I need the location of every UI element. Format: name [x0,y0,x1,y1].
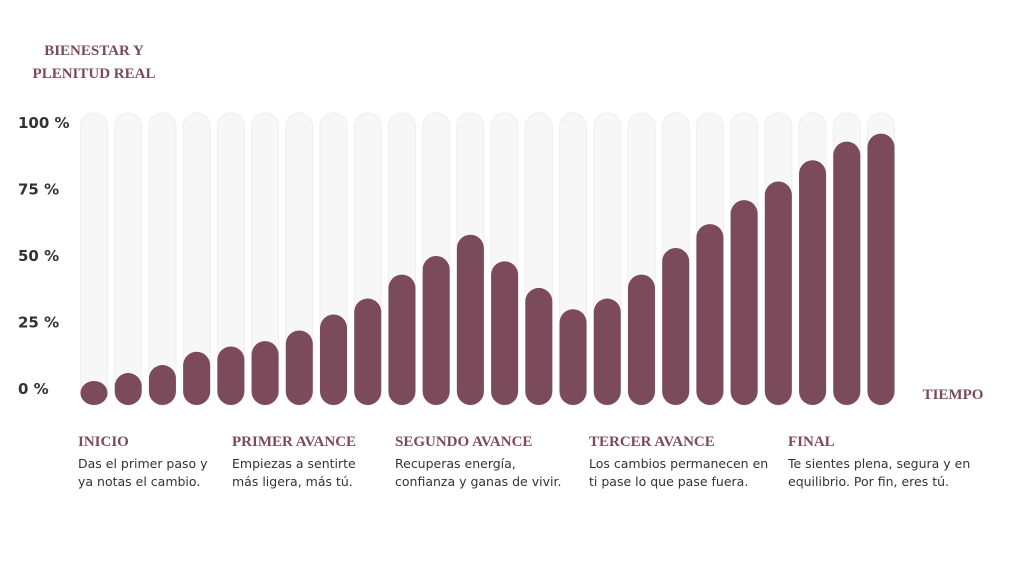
bar [491,261,519,405]
bar [251,341,279,405]
bar [80,381,108,405]
y-tick-label: 50 % [18,247,59,265]
bar-track [148,112,177,406]
phase-text: ya notas el cambio. [78,474,200,489]
y-tick-label: 75 % [18,181,59,199]
bar [456,234,484,405]
bar [320,314,348,405]
bar [354,298,382,405]
bar [285,330,313,405]
bar [593,298,621,405]
bar [764,181,792,405]
bar [422,256,450,405]
bar [388,274,416,405]
phase-title: SEGUNDO AVANCE [395,434,532,450]
bar [525,287,553,405]
phase-text: confianza y ganas de vivir. [395,474,561,489]
bar [217,346,245,405]
bar [730,200,758,405]
phase-title: FINAL [788,434,835,450]
bar [148,365,176,405]
bar [662,248,690,405]
phase-title: PRIMER AVANCE [232,434,356,450]
phase-title: TERCER AVANCE [589,434,715,450]
y-tick-label: 25 % [18,314,59,332]
bar [559,309,587,405]
bar [867,133,895,405]
phase-text: Te sientes plena, segura y en [787,456,970,471]
bar [696,224,724,405]
phase-text: más ligera, más tú. [232,474,353,489]
bar [627,274,655,405]
phase-title: INICIO [78,434,129,450]
phase-text: Das el primer paso y [78,456,208,471]
phase-text: Empiezas a sentirte [232,456,356,471]
bar-track [114,112,143,406]
x-axis-title: TIEMPO [923,387,984,403]
bar [114,373,142,405]
bar [833,141,861,405]
bar-track [80,112,108,406]
phase-text: equilibrio. Por fin, eres tú. [788,474,949,489]
y-axis-title: PLENITUD REAL [33,66,156,82]
bar [799,160,827,405]
y-tick-label: 0 % [18,380,49,398]
bar [183,351,211,405]
phase-text: ti pase lo que pase fuera. [589,474,748,489]
phase-text: Los cambios permanecen en [589,456,768,471]
y-tick-label: 100 % [18,114,70,132]
y-axis-title: BIENESTAR Y [44,43,144,59]
phase-text: Recuperas energía, [395,456,516,471]
